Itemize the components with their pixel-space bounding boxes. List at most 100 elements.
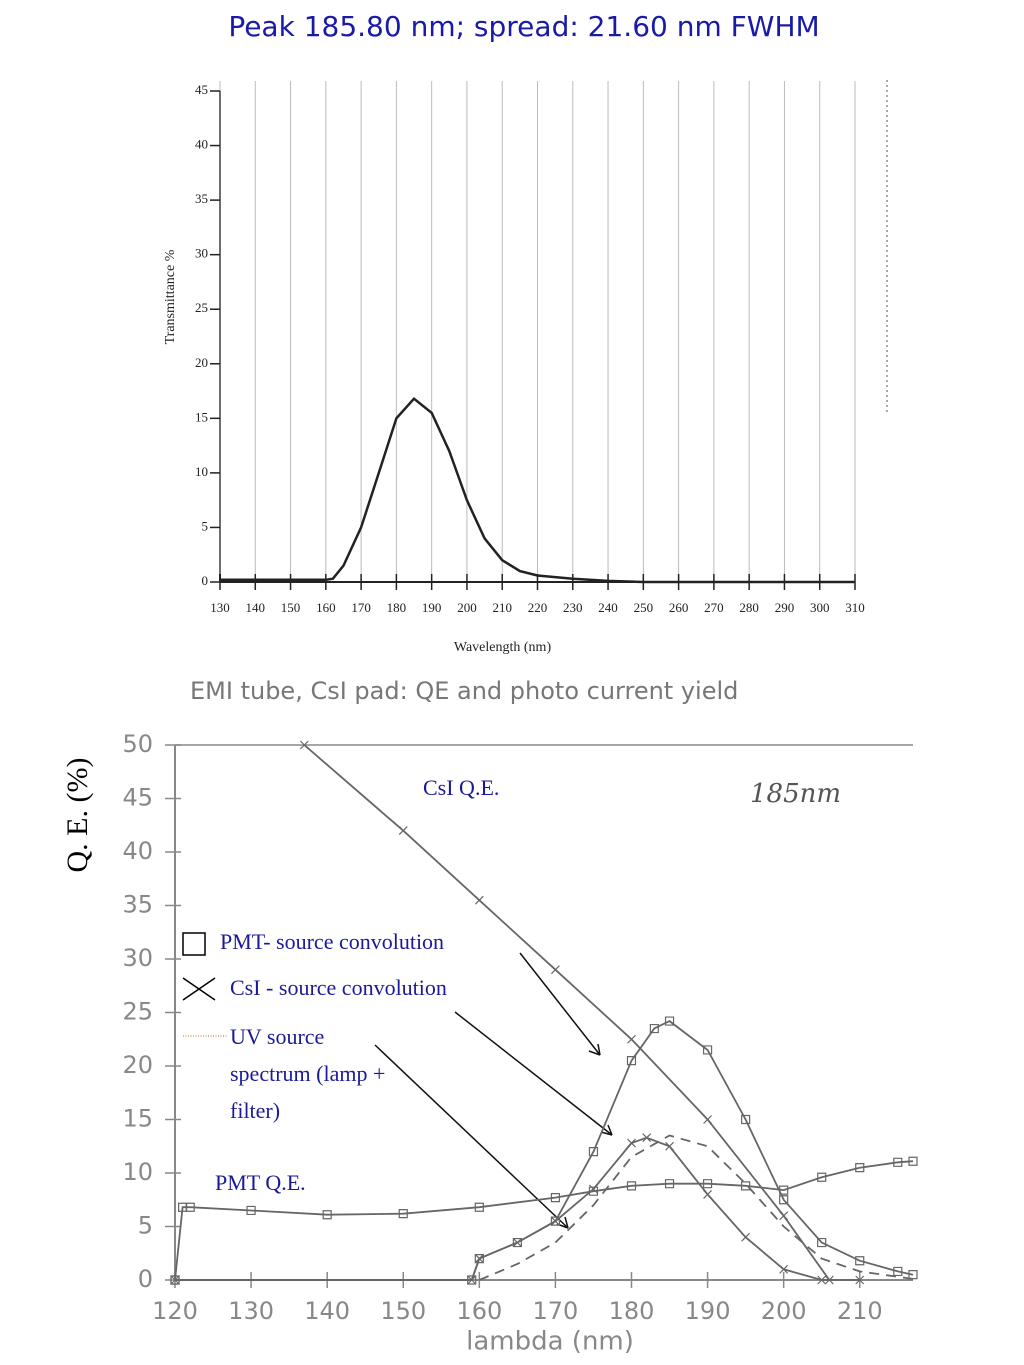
x-tick-label: 120: [152, 1297, 198, 1325]
marker: [893, 1266, 903, 1277]
y-tick-label: 10: [122, 1158, 153, 1186]
x-tick-label: 160: [316, 600, 336, 615]
legend-label: UV source spectrum (lamp + filter): [230, 1024, 386, 1123]
x-tick-label: 150: [281, 600, 301, 615]
x-tick-label: 310: [845, 600, 865, 615]
x-tick-label: 130: [210, 600, 230, 615]
marker: [741, 1232, 751, 1242]
y-tick-label: 45: [122, 784, 153, 812]
y-tick-label: 35: [195, 191, 208, 206]
marker: [627, 1138, 636, 1148]
x-tick-label: 130: [228, 1297, 274, 1325]
slide-title: Peak 185.80 nm; spread: 21.60 nm FWHM: [228, 10, 819, 43]
x-tick-label: 270: [704, 600, 724, 615]
annotation: 185nm: [750, 779, 841, 809]
marker: [649, 1023, 659, 1034]
series-label: CsI Q.E.: [423, 775, 499, 800]
x-tick-label: 200: [457, 600, 477, 615]
marker: [398, 826, 408, 836]
marker: [512, 1238, 522, 1247]
marker: [664, 1179, 675, 1189]
chart-title: EMI tube, CsI pad: QE and photo current …: [190, 677, 738, 705]
marker: [170, 1275, 180, 1285]
arrows: [374, 952, 613, 1229]
marker: [589, 1184, 598, 1194]
marker: [741, 1181, 751, 1191]
marker: [550, 965, 560, 975]
x-tick-label: 180: [387, 600, 407, 615]
marker: [642, 1133, 652, 1143]
marker: [817, 1172, 827, 1182]
legend-swatch: [182, 977, 216, 1001]
marker: [893, 1157, 903, 1167]
x-tick-label: 160: [456, 1297, 502, 1325]
marker: [855, 1275, 865, 1285]
y-tick-label: 15: [195, 409, 208, 424]
x-tick-label: 240: [598, 600, 618, 615]
y-tick-label: 35: [122, 891, 153, 919]
marker: [741, 1114, 751, 1125]
y-tick-label: 20: [195, 355, 208, 370]
marker: [908, 1270, 918, 1280]
marker: [817, 1237, 827, 1248]
marker: [550, 1216, 560, 1226]
marker: [246, 1205, 256, 1216]
line: [220, 396, 855, 584]
y-tick-label: 30: [195, 246, 208, 261]
marker: [474, 1254, 484, 1264]
marker: [855, 1163, 865, 1173]
x-tick-label: 170: [351, 600, 371, 615]
marker: [474, 1254, 484, 1264]
marker: [665, 1141, 674, 1151]
marker: [626, 1181, 637, 1191]
marker: [322, 1210, 332, 1220]
marker: [779, 1211, 789, 1221]
x-tick-label: 170: [533, 1297, 579, 1325]
line: [478, 1134, 914, 1281]
y-axis-label: Transmittance %: [163, 249, 178, 344]
line: [175, 1136, 860, 1281]
x-tick-label: 200: [761, 1297, 807, 1325]
marker: [702, 1179, 713, 1189]
x-tick-label: 140: [246, 600, 266, 615]
x-tick-label: 290: [775, 600, 795, 615]
x-tick-label: 210: [837, 1297, 883, 1325]
y-tick-label: 15: [122, 1105, 153, 1133]
y-tick-label: 45: [195, 82, 208, 97]
y-tick-label: 40: [122, 837, 153, 865]
marker: [398, 1209, 408, 1219]
x-tick-label: 210: [492, 600, 512, 615]
y-tick-label: 20: [122, 1051, 153, 1079]
series-label: PMT Q.E.: [215, 1170, 306, 1195]
marker: [703, 1189, 713, 1199]
x-tick-label: 250: [634, 600, 654, 615]
marker: [908, 1156, 918, 1166]
x-tick-label: 140: [304, 1297, 350, 1325]
marker: [702, 1045, 713, 1055]
x-tick-label: 190: [422, 600, 442, 615]
marker: [588, 1147, 599, 1157]
legend-label: PMT- source convolution: [220, 929, 444, 954]
marker: [474, 1202, 484, 1212]
y-tick-label: 5: [202, 518, 209, 533]
marker: [817, 1275, 827, 1285]
x-tick-label: 150: [380, 1297, 426, 1325]
x-tick-label: 190: [685, 1297, 731, 1325]
marker: [664, 1016, 675, 1026]
y-axis-label: Q. E. (%): [61, 758, 94, 873]
marker: [855, 1256, 865, 1266]
y-tick-label: 25: [122, 998, 153, 1026]
marker: [467, 1275, 477, 1285]
x-axis-label: lambda (nm): [466, 1327, 634, 1357]
marker: [550, 1193, 561, 1203]
x-tick-label: 300: [810, 600, 830, 615]
x-tick-label: 180: [609, 1297, 655, 1325]
x-tick-label: 280: [739, 600, 759, 615]
marker: [779, 1195, 789, 1205]
y-tick-label: 0: [202, 573, 209, 588]
x-tick-label: 220: [528, 600, 548, 615]
x-tick-label: 260: [669, 600, 689, 615]
x-tick-label: 230: [563, 600, 583, 615]
